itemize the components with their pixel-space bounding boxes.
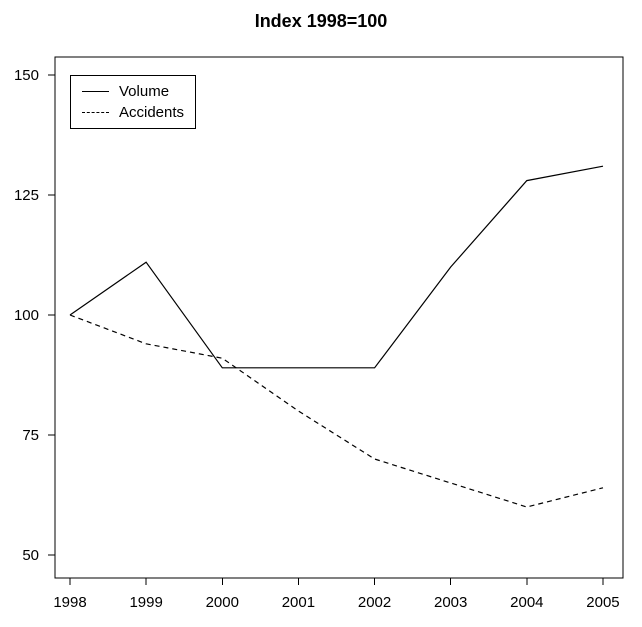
legend-label-accidents: Accidents	[119, 104, 185, 121]
series-line-volume	[69, 165, 604, 369]
y-tick-label: 150	[14, 67, 39, 84]
chart-title: Index 1998=100	[254, 11, 388, 31]
legend-item-volume: Volume	[71, 83, 195, 100]
x-tick-label: 1998	[53, 594, 86, 611]
x-tick-label: 1999	[129, 594, 162, 611]
x-tick-label: 2001	[282, 594, 315, 611]
y-tick-label: 75	[22, 427, 39, 444]
y-tick-label: 100	[14, 307, 39, 324]
x-tick-label: 2000	[206, 594, 239, 611]
x-tick-label: 2004	[510, 594, 543, 611]
y-tick-label: 125	[14, 187, 39, 204]
x-tick-label: 2005	[586, 594, 619, 611]
dashed-line-sample-icon	[82, 112, 109, 113]
legend: Volume Accidents	[70, 75, 196, 129]
x-tick-label: 2002	[358, 594, 391, 611]
series-line-accidents	[69, 314, 604, 508]
plot-box	[54, 56, 624, 579]
y-tick-label: 50	[22, 547, 39, 564]
solid-line-sample-icon	[82, 91, 109, 92]
x-tick-label: 2003	[434, 594, 467, 611]
legend-label-volume: Volume	[119, 83, 170, 100]
legend-item-accidents: Accidents	[71, 104, 195, 121]
